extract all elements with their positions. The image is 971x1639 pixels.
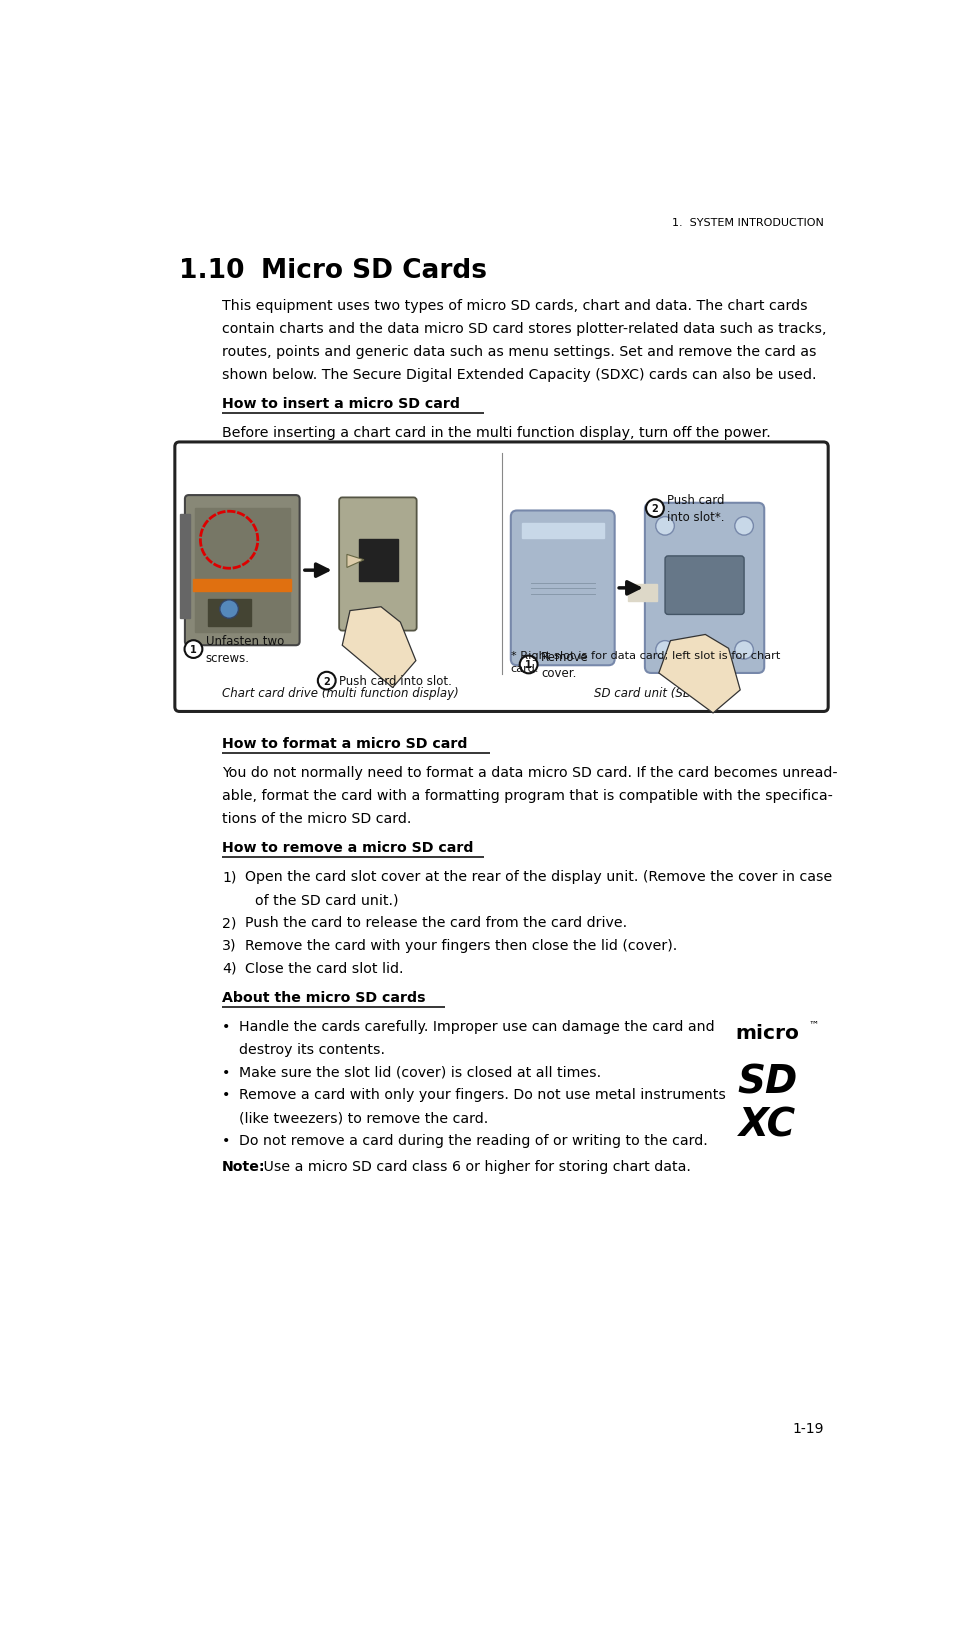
Text: SD card unit (SDU-001): SD card unit (SDU-001) [593, 687, 731, 700]
Text: 3): 3) [222, 938, 237, 952]
Text: Remove a card with only your fingers. Do not use metal instruments: Remove a card with only your fingers. Do… [239, 1088, 726, 1101]
Text: This equipment uses two types of micro SD cards, chart and data. The chart cards: This equipment uses two types of micro S… [222, 298, 808, 313]
Circle shape [318, 672, 336, 690]
Bar [180, 515, 190, 620]
Text: 1-19: 1-19 [792, 1421, 823, 1436]
Text: How to format a micro SD card: How to format a micro SD card [222, 736, 468, 751]
Text: shown below. The Secure Digital Extended Capacity (SDXC) cards can also be used.: shown below. The Secure Digital Extended… [222, 367, 817, 382]
Text: 1.10: 1.10 [180, 259, 245, 284]
Text: About the micro SD cards: About the micro SD cards [222, 990, 425, 1005]
Text: How to insert a micro SD card: How to insert a micro SD card [222, 397, 460, 410]
Text: Push card
into slot*.: Push card into slot*. [667, 493, 725, 523]
Text: 1: 1 [190, 644, 197, 654]
Text: Remove
cover.: Remove cover. [541, 651, 588, 680]
FancyBboxPatch shape [184, 495, 300, 646]
Circle shape [655, 641, 674, 659]
Text: •: • [222, 1088, 230, 1101]
Text: 1: 1 [525, 661, 532, 670]
Text: Do not remove a card during the reading of or writing to the card.: Do not remove a card during the reading … [239, 1134, 708, 1147]
Polygon shape [347, 556, 364, 569]
Circle shape [219, 600, 239, 620]
Text: XC: XC [739, 1106, 796, 1144]
Text: * Right slot is for data card; left slot is for chart
card.: * Right slot is for data card; left slot… [511, 651, 780, 674]
Bar [521, 523, 604, 539]
Text: Handle the cards carefully. Improper use can damage the card and: Handle the cards carefully. Improper use… [239, 1019, 715, 1033]
Text: Use a micro SD card class 6 or higher for storing chart data.: Use a micro SD card class 6 or higher fo… [259, 1159, 691, 1174]
Text: 2): 2) [222, 916, 237, 929]
Text: Open the card slot cover at the rear of the display unit. (Remove the cover in c: Open the card slot cover at the rear of … [246, 870, 832, 883]
Text: Push the card to release the card from the card drive.: Push the card to release the card from t… [246, 916, 627, 929]
Bar [208, 600, 251, 626]
Text: You do not normally need to format a data micro SD card. If the card becomes unr: You do not normally need to format a dat… [222, 765, 838, 780]
Text: •: • [222, 1134, 230, 1147]
Text: routes, points and generic data such as menu settings. Set and remove the card a: routes, points and generic data such as … [222, 344, 817, 359]
Text: (like tweezers) to remove the card.: (like tweezers) to remove the card. [239, 1111, 488, 1124]
Text: ™: ™ [808, 1018, 819, 1029]
Text: 4): 4) [222, 960, 237, 975]
Circle shape [519, 656, 538, 674]
Text: able, format the card with a formatting program that is compatible with the spec: able, format the card with a formatting … [222, 788, 833, 803]
Text: •: • [222, 1019, 230, 1033]
FancyBboxPatch shape [175, 443, 828, 711]
Circle shape [735, 641, 753, 659]
Text: micro: micro [736, 1023, 800, 1042]
Text: of the SD card unit.): of the SD card unit.) [254, 893, 398, 906]
Text: Unfasten two
screws.: Unfasten two screws. [206, 634, 285, 664]
Bar [359, 539, 398, 582]
Text: Make sure the slot lid (cover) is closed at all times.: Make sure the slot lid (cover) is closed… [239, 1065, 601, 1078]
Text: 1): 1) [222, 870, 237, 883]
Text: Chart card drive (multi function display): Chart card drive (multi function display… [222, 687, 459, 700]
Text: Remove the card with your fingers then close the lid (cover).: Remove the card with your fingers then c… [246, 938, 678, 952]
FancyBboxPatch shape [665, 557, 744, 615]
Text: Note:: Note: [222, 1159, 266, 1174]
FancyBboxPatch shape [511, 511, 615, 665]
Bar [195, 508, 289, 633]
Circle shape [184, 641, 202, 659]
Polygon shape [659, 634, 740, 713]
Bar [193, 580, 291, 592]
Text: 1.  SYSTEM INTRODUCTION: 1. SYSTEM INTRODUCTION [672, 218, 823, 228]
Text: •: • [222, 1065, 230, 1078]
Text: SD: SD [738, 1064, 798, 1101]
Text: Close the card slot lid.: Close the card slot lid. [246, 960, 404, 975]
Text: destroy its contents.: destroy its contents. [239, 1042, 385, 1056]
Text: Before inserting a chart card in the multi function display, turn off the power.: Before inserting a chart card in the mul… [222, 426, 771, 439]
Text: Push card into slot.: Push card into slot. [339, 675, 452, 688]
Text: Micro SD Cards: Micro SD Cards [261, 259, 486, 284]
Bar [628, 585, 657, 602]
FancyBboxPatch shape [339, 498, 417, 631]
Circle shape [646, 500, 664, 518]
Text: 2: 2 [323, 677, 330, 687]
Polygon shape [342, 608, 416, 688]
Text: 2: 2 [652, 503, 658, 515]
Text: contain charts and the data micro SD card stores plotter-related data such as tr: contain charts and the data micro SD car… [222, 321, 826, 336]
FancyBboxPatch shape [645, 503, 764, 674]
Circle shape [655, 518, 674, 536]
Text: How to remove a micro SD card: How to remove a micro SD card [222, 841, 474, 854]
Text: tions of the micro SD card.: tions of the micro SD card. [222, 811, 412, 826]
Circle shape [735, 518, 753, 536]
